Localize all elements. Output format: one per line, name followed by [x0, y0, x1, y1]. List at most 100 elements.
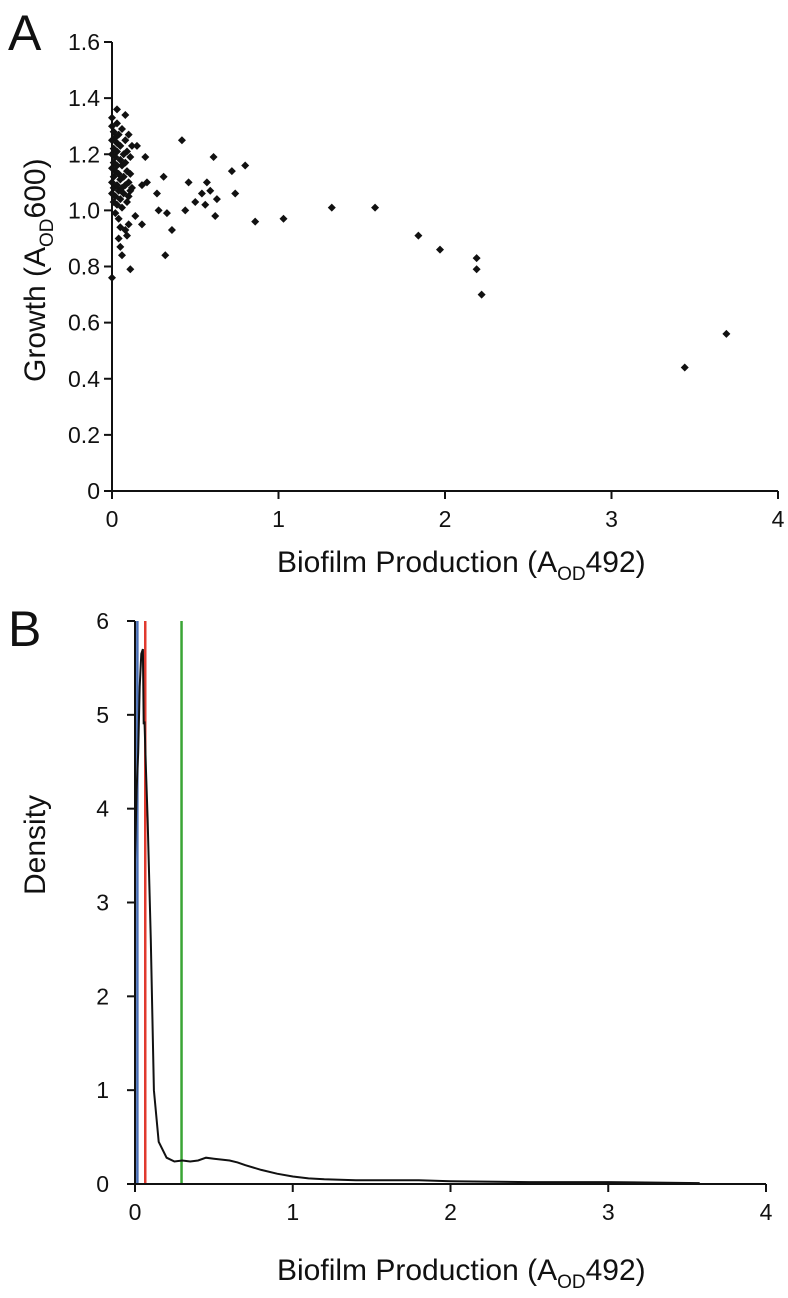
data-point — [231, 189, 240, 198]
data-point — [114, 130, 123, 139]
data-point — [124, 130, 133, 139]
data-point — [124, 178, 133, 187]
data-point — [202, 178, 211, 187]
data-point — [117, 124, 126, 133]
data-point — [121, 136, 130, 145]
data-point — [114, 214, 123, 223]
data-point — [141, 153, 150, 162]
data-point — [251, 217, 260, 226]
x-tick-label: 3 — [605, 506, 618, 532]
data-point — [131, 211, 140, 220]
data-point — [177, 136, 186, 145]
data-point — [132, 141, 141, 150]
data-point — [206, 186, 215, 195]
data-point — [241, 161, 250, 170]
data-point — [112, 119, 121, 128]
data-point — [414, 231, 423, 240]
y-tick-label: 0.6 — [68, 310, 100, 336]
data-point — [137, 220, 146, 229]
data-point — [191, 197, 200, 206]
data-point — [212, 195, 221, 204]
data-point — [159, 172, 168, 181]
panel-b-y-label: Density — [19, 795, 52, 895]
data-point — [184, 178, 193, 187]
data-point — [279, 214, 288, 223]
data-point — [117, 251, 126, 260]
panel-a-y-label: Growth (AOD600) — [19, 158, 58, 382]
data-point — [154, 206, 163, 215]
data-point — [201, 200, 210, 209]
panel-a-ticks: 0 0.2 0.4 0.6 0.8 1.0 1.2 1.4 1.6 0 1 2 3 4 — [68, 29, 785, 532]
data-point — [211, 211, 220, 220]
data-point — [680, 363, 689, 372]
y-tick-label: 1.4 — [68, 85, 100, 111]
x-tick-label: 0 — [129, 1199, 142, 1225]
y-tick-label: 5 — [96, 702, 109, 728]
data-point — [119, 172, 128, 181]
panel-a-x-label: Biofilm Production (AOD492) — [277, 546, 646, 585]
panel-b-letter: B — [8, 601, 41, 657]
x-tick-label: 4 — [760, 1199, 773, 1225]
data-point — [161, 251, 170, 260]
y-tick-label: 1.6 — [68, 29, 100, 55]
panel-b-series — [134, 648, 700, 1185]
data-point — [181, 206, 190, 215]
data-point — [197, 189, 206, 198]
data-point — [472, 265, 481, 274]
data-point — [121, 158, 130, 167]
y-tick-label: 1 — [96, 1077, 109, 1103]
data-point — [722, 329, 731, 338]
data-point — [122, 231, 131, 240]
panel-b-reference-lines — [136, 621, 183, 1184]
data-point — [117, 203, 126, 212]
y-tick-label: 1.0 — [68, 197, 100, 223]
data-point — [327, 203, 336, 212]
y-tick-label: 6 — [96, 608, 109, 634]
density-line — [134, 648, 700, 1185]
data-point — [121, 110, 130, 119]
data-point — [227, 167, 236, 176]
y-tick-label: 4 — [96, 796, 109, 822]
y-tick-label: 3 — [96, 890, 109, 916]
x-tick-label: 3 — [602, 1199, 615, 1225]
x-tick-label: 4 — [772, 506, 785, 532]
panel-a: A 0 0.2 0.4 0.6 0.8 1.0 1.2 1.4 1.6 0 1 2 3 4 Biofilm… — [8, 5, 785, 585]
data-point — [436, 245, 445, 254]
data-point — [126, 169, 135, 178]
panel-a-letter: A — [8, 5, 42, 61]
y-tick-label: 0 — [96, 1171, 109, 1197]
data-point — [121, 181, 130, 190]
data-point — [112, 105, 121, 114]
data-point — [122, 147, 131, 156]
y-tick-label: 0.8 — [68, 254, 100, 280]
data-point — [111, 209, 120, 218]
data-point — [127, 141, 136, 150]
data-point — [116, 195, 125, 204]
x-tick-label: 1 — [272, 506, 285, 532]
panel-a-points — [108, 105, 731, 372]
panel-b-x-label: Biofilm Production (AOD492) — [277, 1254, 646, 1293]
x-tick-label: 1 — [286, 1199, 299, 1225]
y-tick-label: 1.2 — [68, 141, 100, 167]
data-point — [209, 153, 218, 162]
data-point — [124, 220, 133, 229]
y-tick-label: 0.2 — [68, 422, 100, 448]
panel-a-axes — [111, 42, 778, 492]
data-point — [112, 147, 121, 156]
data-point — [126, 153, 135, 162]
data-point — [116, 242, 125, 251]
data-point — [127, 183, 136, 192]
x-tick-label: 2 — [444, 1199, 457, 1225]
data-point — [116, 141, 125, 150]
data-point — [152, 189, 161, 198]
panel-b-axes — [134, 621, 766, 1185]
x-tick-label: 2 — [439, 506, 452, 532]
y-tick-label: 2 — [96, 983, 109, 1009]
panel-b: B 0 1 2 3 4 5 6 0 1 2 3 4 Biofilm Production (AOD49… — [8, 601, 773, 1293]
data-point — [121, 226, 130, 235]
data-point — [142, 178, 151, 187]
y-tick-label: 0 — [87, 478, 100, 504]
data-point — [472, 254, 481, 263]
data-point — [114, 234, 123, 243]
x-tick-label: 0 — [106, 506, 119, 532]
